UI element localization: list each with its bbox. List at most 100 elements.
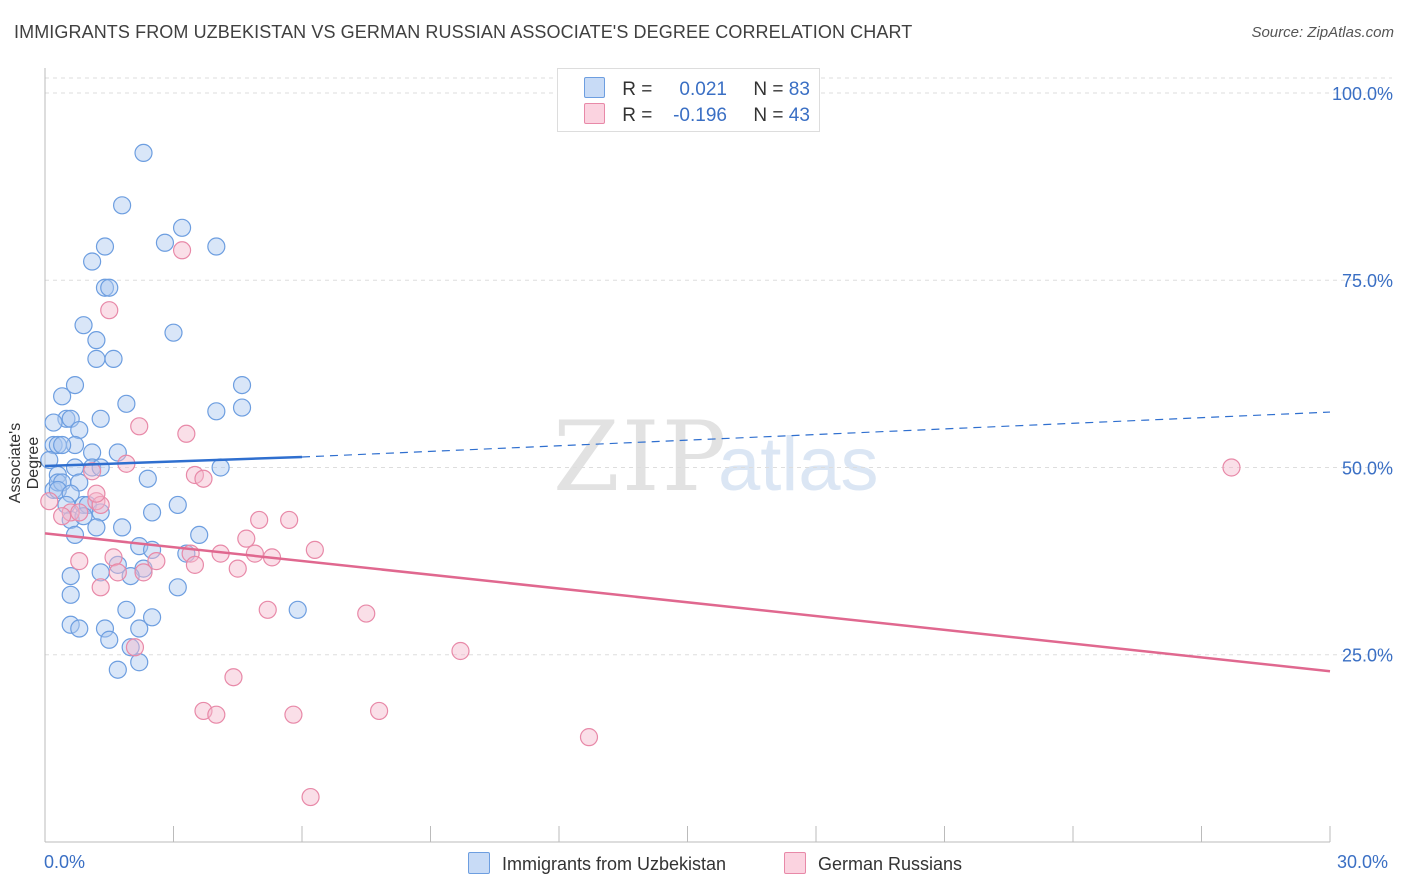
point-uzbekistan	[168, 495, 187, 515]
point-german-russian	[228, 559, 247, 578]
point-german-russian	[224, 668, 243, 687]
legend-row-uzbekistan: R = 0.021 N = 83	[584, 77, 810, 101]
point-uzbekistan	[61, 484, 80, 503]
legend-r-label: R =	[622, 105, 653, 126]
point-german-russian	[370, 701, 389, 721]
chart-title: IMMIGRANTS FROM UZBEKISTAN VS GERMAN RUS…	[14, 22, 913, 42]
point-uzbekistan	[138, 469, 157, 488]
point-uzbekistan	[112, 518, 132, 537]
point-german-russian	[451, 641, 470, 661]
point-uzbekistan	[134, 143, 153, 163]
point-uzbekistan	[232, 398, 252, 417]
point-uzbekistan	[70, 619, 89, 638]
point-uzbekistan	[168, 578, 187, 597]
trendline-uzbekistan	[44, 455, 303, 468]
point-german-russian	[172, 241, 192, 260]
point-german-russian	[237, 529, 256, 548]
point-uzbekistan	[61, 566, 80, 586]
point-german-russian	[104, 548, 123, 567]
watermark-atlas: atlas	[718, 422, 879, 507]
point-uzbekistan	[207, 402, 226, 421]
point-uzbekistan	[130, 619, 149, 638]
point-german-russian	[1222, 458, 1241, 477]
point-german-russian	[357, 604, 376, 623]
legend-n-label: N =	[753, 105, 784, 126]
bottom-legend-label: Immigrants from Uzbekistan	[502, 854, 727, 874]
point-uzbekistan	[104, 349, 123, 368]
point-uzbekistan	[40, 450, 59, 470]
legend-n-label: N =	[753, 79, 784, 100]
point-uzbekistan	[95, 619, 115, 638]
point-german-russian	[91, 578, 110, 597]
y-tick-label: 75.0%	[1342, 271, 1393, 291]
point-uzbekistan	[87, 349, 106, 368]
trendline-german-russians	[44, 532, 1331, 673]
point-uzbekistan	[108, 660, 127, 679]
point-german-russian	[83, 462, 102, 481]
correlation-legend: R = 0.021 N = 83 R = -0.196 N = 43	[557, 68, 820, 132]
point-uzbekistan	[48, 473, 67, 492]
point-german-russian	[258, 600, 277, 619]
point-uzbekistan	[53, 387, 72, 406]
y-tick-label: 100.0%	[1332, 84, 1393, 104]
point-uzbekistan	[65, 375, 85, 395]
point-uzbekistan	[83, 443, 102, 462]
point-german-russian	[245, 544, 264, 563]
legend-r-label: R =	[622, 79, 653, 100]
point-german-russian	[177, 424, 196, 443]
legend-n-value: 83	[788, 79, 810, 100]
point-german-russian	[147, 552, 166, 571]
point-german-russian	[70, 503, 89, 522]
point-german-russian	[108, 563, 127, 582]
point-uzbekistan	[190, 525, 209, 545]
y-tick-label: 50.0%	[1342, 458, 1393, 478]
bottom-legend-swatch-blue	[468, 852, 490, 874]
point-uzbekistan	[130, 653, 149, 672]
point-uzbekistan	[232, 375, 252, 395]
point-german-russian	[301, 787, 320, 807]
bottom-legend-uzbekistan: Immigrants from Uzbekistan	[468, 852, 726, 875]
y-axis-label: Associate's Degree	[7, 422, 42, 504]
point-german-russian	[207, 705, 226, 724]
point-uzbekistan	[91, 409, 110, 428]
point-uzbekistan	[87, 518, 106, 537]
bottom-legend-label: German Russians	[818, 854, 963, 874]
x-min-label: 0.0%	[44, 852, 86, 872]
bottom-legend-swatch-pink	[784, 852, 806, 874]
legend-r-value: -0.196	[673, 105, 727, 126]
point-uzbekistan	[207, 237, 226, 256]
point-german-russian	[91, 495, 110, 515]
point-german-russian	[250, 510, 269, 530]
point-german-russian	[579, 728, 599, 747]
point-uzbekistan	[95, 237, 115, 256]
point-german-russian	[305, 540, 324, 559]
point-uzbekistan	[121, 638, 140, 657]
point-uzbekistan	[172, 218, 192, 237]
point-uzbekistan	[117, 394, 136, 413]
legend-swatch-pink	[584, 103, 605, 124]
point-uzbekistan	[87, 331, 106, 350]
point-uzbekistan	[164, 323, 183, 342]
legend-swatch-blue	[584, 77, 605, 98]
point-uzbekistan	[100, 630, 119, 649]
x-max-label: 30.0%	[1337, 852, 1389, 872]
y-tick-label: 25.0%	[1342, 646, 1393, 666]
source-label: Source: ZipAtlas.com	[1251, 24, 1394, 41]
bottom-legend-german-russians: German Russians	[784, 852, 962, 875]
point-german-russian	[284, 705, 303, 724]
point-german-russian	[87, 484, 106, 503]
point-uzbekistan	[142, 608, 162, 627]
point-german-russian	[280, 510, 299, 530]
point-german-russian	[130, 417, 149, 436]
point-uzbekistan	[70, 420, 89, 440]
point-german-russian	[70, 552, 89, 571]
point-german-russian	[40, 492, 59, 511]
point-uzbekistan	[95, 278, 115, 297]
legend-r-value: 0.021	[679, 79, 727, 100]
legend-row-german-russians: R = -0.196 N = 43	[584, 103, 810, 127]
point-german-russian	[185, 555, 205, 574]
point-uzbekistan	[288, 600, 307, 619]
point-german-russian	[194, 469, 213, 488]
point-german-russian	[125, 638, 145, 657]
point-uzbekistan	[117, 600, 136, 619]
